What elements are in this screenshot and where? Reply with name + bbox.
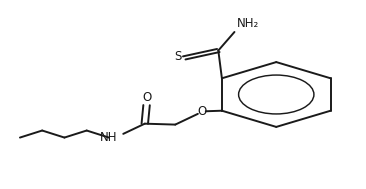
Text: O: O <box>142 91 151 104</box>
Text: O: O <box>198 105 207 118</box>
Text: NH: NH <box>100 131 117 144</box>
Text: NH₂: NH₂ <box>237 17 259 30</box>
Text: S: S <box>174 50 182 64</box>
